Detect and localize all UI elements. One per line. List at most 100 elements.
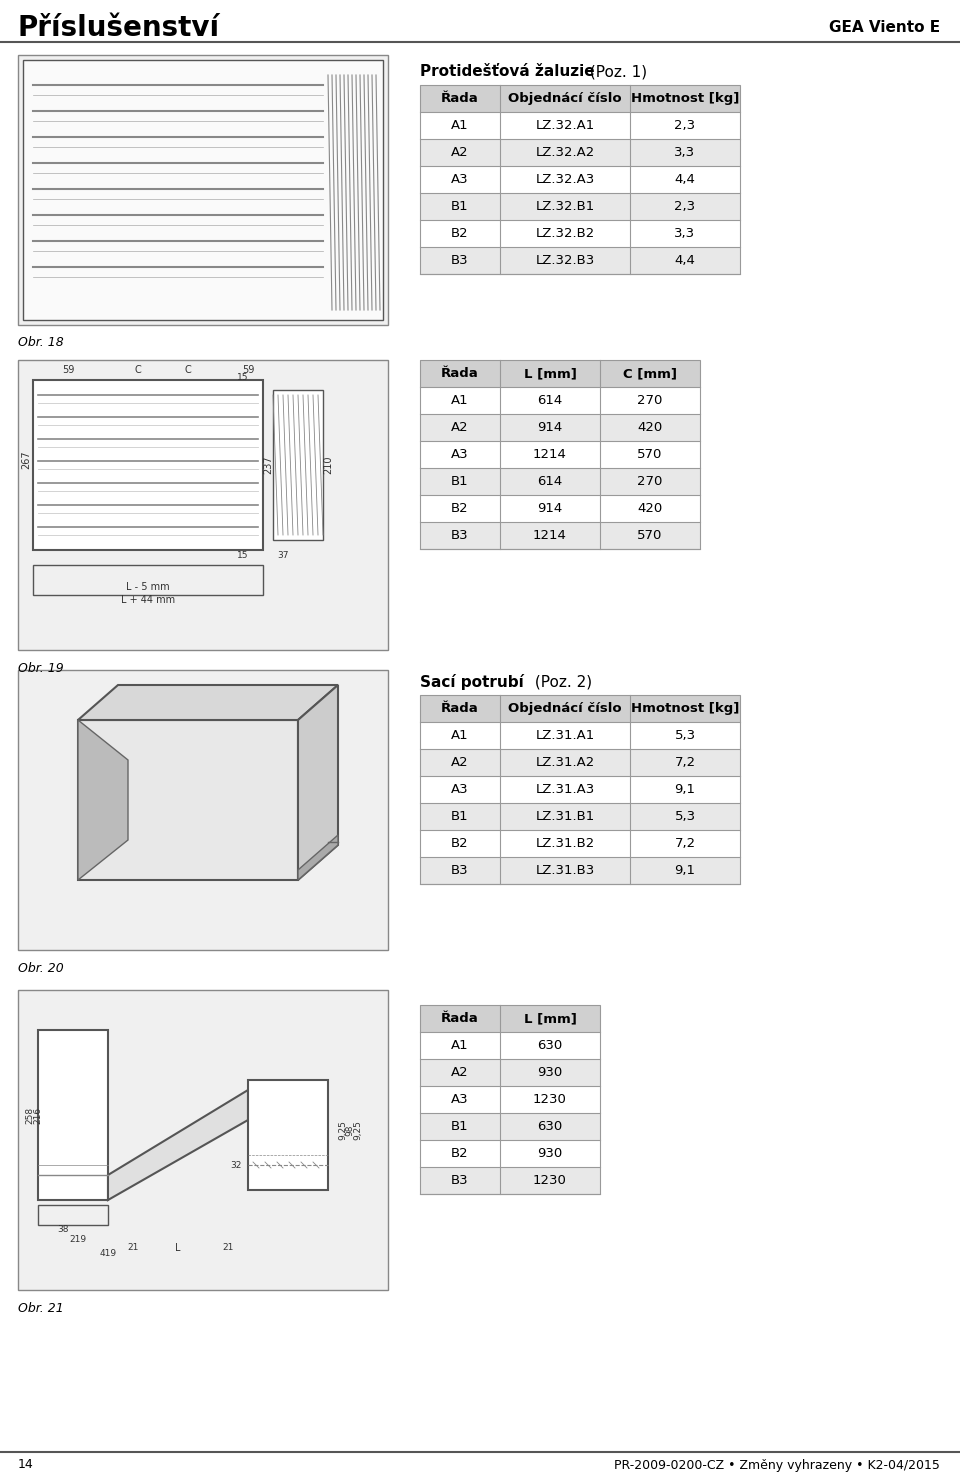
Bar bbox=[500, 803, 630, 830]
Bar bbox=[600, 468, 700, 495]
Bar bbox=[500, 139, 630, 165]
Text: 270: 270 bbox=[637, 394, 662, 408]
Bar bbox=[500, 442, 600, 468]
Text: 32: 32 bbox=[230, 1161, 242, 1170]
Text: 21: 21 bbox=[223, 1244, 233, 1252]
Text: A2: A2 bbox=[451, 421, 468, 434]
Text: A3: A3 bbox=[451, 173, 468, 186]
Bar bbox=[500, 749, 630, 775]
Text: (Poz. 1): (Poz. 1) bbox=[585, 65, 647, 80]
Text: 630: 630 bbox=[538, 1120, 563, 1133]
Text: LZ.32.A3: LZ.32.A3 bbox=[536, 173, 594, 186]
Bar bbox=[500, 1114, 600, 1140]
Bar bbox=[500, 1004, 600, 1032]
Text: Objednácí číslo: Objednácí číslo bbox=[508, 92, 622, 105]
Text: 570: 570 bbox=[637, 529, 662, 542]
Bar bbox=[420, 696, 740, 885]
Text: 914: 914 bbox=[538, 421, 563, 434]
Bar bbox=[630, 165, 740, 193]
Bar bbox=[420, 165, 500, 193]
Text: Obr. 21: Obr. 21 bbox=[18, 1301, 63, 1315]
Bar bbox=[420, 468, 500, 495]
Bar bbox=[600, 360, 700, 387]
Text: 258: 258 bbox=[26, 1106, 35, 1124]
Bar bbox=[500, 1167, 600, 1193]
Bar bbox=[420, 139, 500, 165]
Text: 59: 59 bbox=[61, 365, 74, 375]
Text: 2,3: 2,3 bbox=[675, 199, 696, 213]
Bar bbox=[500, 830, 630, 857]
Text: L - 5 mm: L - 5 mm bbox=[126, 582, 170, 592]
Bar bbox=[420, 1032, 500, 1059]
Bar bbox=[420, 442, 500, 468]
Polygon shape bbox=[298, 835, 338, 880]
Bar bbox=[630, 803, 740, 830]
Text: LZ.31.A1: LZ.31.A1 bbox=[536, 730, 594, 741]
Text: LZ.31.B1: LZ.31.B1 bbox=[536, 809, 594, 823]
Text: C: C bbox=[184, 365, 191, 375]
Text: L + 44 mm: L + 44 mm bbox=[121, 595, 175, 606]
Bar bbox=[630, 857, 740, 885]
Bar bbox=[420, 1086, 500, 1114]
Text: 9,25: 9,25 bbox=[339, 1120, 348, 1140]
Text: 930: 930 bbox=[538, 1148, 563, 1159]
Text: Řada: Řada bbox=[442, 1012, 479, 1025]
Bar bbox=[18, 360, 388, 650]
Text: GEA Viento E: GEA Viento E bbox=[828, 21, 940, 35]
Bar bbox=[33, 566, 263, 595]
Bar bbox=[500, 696, 630, 722]
Text: 5,3: 5,3 bbox=[675, 809, 696, 823]
Text: A2: A2 bbox=[451, 1066, 468, 1080]
Text: 219: 219 bbox=[69, 1235, 86, 1245]
Bar bbox=[630, 830, 740, 857]
Text: 2,3: 2,3 bbox=[675, 120, 696, 131]
Bar bbox=[420, 495, 500, 521]
Text: B2: B2 bbox=[451, 502, 468, 515]
Text: 15: 15 bbox=[237, 551, 249, 560]
Bar bbox=[630, 775, 740, 803]
Bar bbox=[500, 220, 630, 247]
Text: A2: A2 bbox=[451, 756, 468, 770]
Text: 3,3: 3,3 bbox=[675, 227, 696, 239]
Bar bbox=[18, 990, 388, 1289]
Text: 210: 210 bbox=[323, 456, 333, 474]
Bar bbox=[500, 247, 630, 275]
Bar bbox=[420, 1059, 500, 1086]
Text: PR-2009-0200-CZ • Změny vyhrazeny • K2-04/2015: PR-2009-0200-CZ • Změny vyhrazeny • K2-0… bbox=[614, 1458, 940, 1471]
Bar bbox=[500, 193, 630, 220]
Text: B3: B3 bbox=[451, 1174, 468, 1188]
Bar bbox=[420, 1004, 600, 1193]
Text: LZ.31.B3: LZ.31.B3 bbox=[536, 864, 594, 877]
Bar bbox=[630, 247, 740, 275]
Polygon shape bbox=[78, 719, 128, 880]
Text: Obr. 19: Obr. 19 bbox=[18, 662, 63, 675]
Text: LZ.31.A3: LZ.31.A3 bbox=[536, 783, 594, 796]
Text: 14: 14 bbox=[18, 1458, 34, 1471]
Bar bbox=[78, 719, 298, 880]
Bar bbox=[500, 387, 600, 414]
Bar bbox=[630, 220, 740, 247]
Text: B1: B1 bbox=[451, 1120, 468, 1133]
Bar bbox=[38, 1029, 108, 1199]
Text: 21: 21 bbox=[128, 1244, 138, 1252]
Text: Příslušenství: Příslušenství bbox=[18, 13, 220, 41]
Text: 98: 98 bbox=[346, 1124, 354, 1136]
Bar bbox=[630, 86, 740, 112]
Bar bbox=[420, 1114, 500, 1140]
Text: A3: A3 bbox=[451, 448, 468, 461]
Text: LZ.32.B1: LZ.32.B1 bbox=[536, 199, 594, 213]
Text: 5,3: 5,3 bbox=[675, 730, 696, 741]
Text: B1: B1 bbox=[451, 199, 468, 213]
Text: 1214: 1214 bbox=[533, 448, 567, 461]
Bar bbox=[600, 495, 700, 521]
Bar bbox=[630, 722, 740, 749]
Text: LZ.32.A1: LZ.32.A1 bbox=[536, 120, 594, 131]
Text: LZ.31.B2: LZ.31.B2 bbox=[536, 837, 594, 849]
Text: Obr. 18: Obr. 18 bbox=[18, 337, 63, 350]
Bar bbox=[420, 360, 700, 549]
Bar bbox=[420, 193, 500, 220]
Bar bbox=[18, 671, 388, 950]
Text: 4,4: 4,4 bbox=[675, 254, 695, 267]
Bar bbox=[600, 387, 700, 414]
Bar bbox=[420, 1167, 500, 1193]
